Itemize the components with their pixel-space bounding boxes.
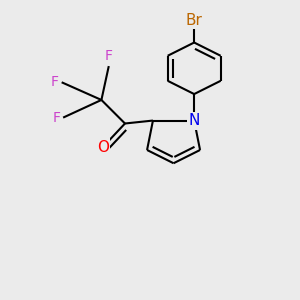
Text: F: F: [105, 49, 113, 63]
Text: O: O: [97, 140, 109, 154]
Text: F: F: [52, 111, 60, 124]
Text: Br: Br: [186, 13, 202, 28]
Text: F: F: [51, 75, 59, 89]
Text: N: N: [188, 113, 200, 128]
